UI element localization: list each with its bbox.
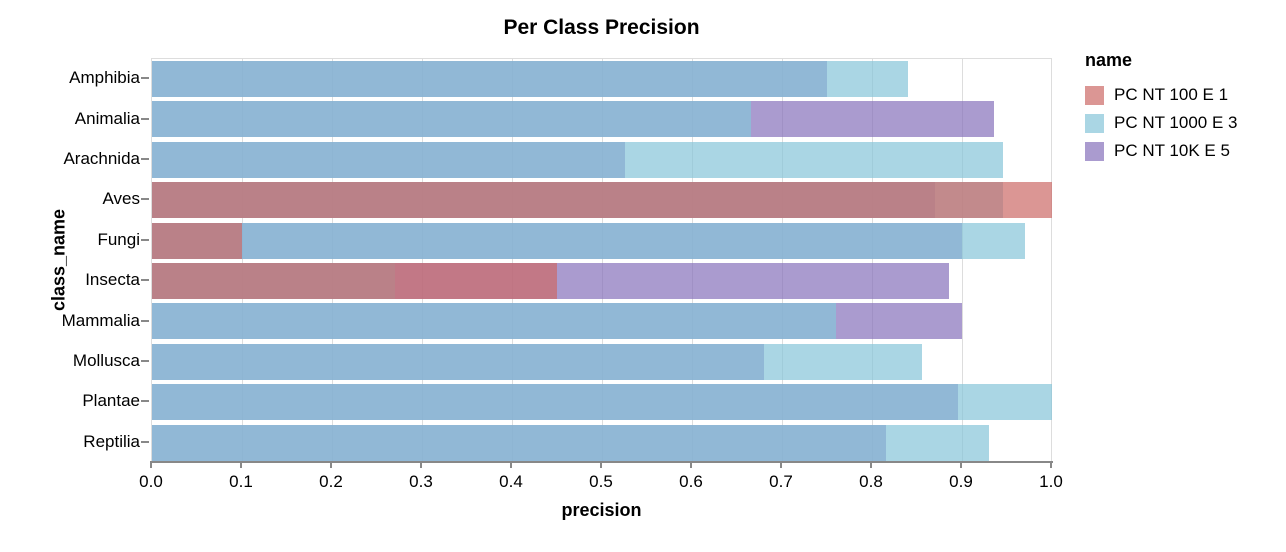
bar-segment <box>152 303 836 340</box>
y-tick-mark <box>141 77 149 80</box>
legend-swatch <box>1085 141 1104 161</box>
y-tick-mark <box>141 198 149 201</box>
bar-segment <box>152 182 1052 219</box>
x-tick-label: 0.2 <box>319 472 343 491</box>
x-tick-label: 0.0 <box>139 472 163 491</box>
x-tick-mark <box>690 463 692 468</box>
y-tick-label-reptilia: Reptilia <box>83 431 140 451</box>
y-tick-mark <box>141 319 149 322</box>
bar-row-arachnida <box>152 140 1051 180</box>
legend-items: PC NT 100 E 1 PC NT 1000 E 3 PC NT 10K E 5 <box>1085 85 1237 161</box>
legend-item: PC NT 100 E 1 <box>1085 85 1237 105</box>
bar-segment <box>152 61 908 97</box>
bar-segment <box>152 222 1025 259</box>
x-tick-mark <box>420 463 422 468</box>
y-tick-mark <box>141 440 149 443</box>
legend: name PC NT 100 E 1 PC NT 1000 E 3 PC NT 10… <box>1085 50 1237 169</box>
bar-row-insecta <box>152 261 1051 301</box>
y-tick-mark <box>141 360 149 362</box>
x-tick-label: 0.4 <box>499 472 523 491</box>
x-tick-mark <box>870 463 872 468</box>
x-tick-mark <box>330 463 332 468</box>
bar-segment <box>152 424 989 461</box>
legend-swatch <box>1085 113 1104 133</box>
bar-row-reptilia <box>152 423 1051 463</box>
y-tick-label-plantae: Plantae <box>82 391 140 411</box>
y-tick-mark <box>141 238 149 241</box>
x-tick-mark <box>960 463 962 468</box>
x-tick-label: 0.6 <box>679 472 703 491</box>
y-tick-label-mammalia: Mammalia <box>61 310 140 330</box>
legend-label: PC NT 10K E 5 <box>1114 141 1230 160</box>
gridline <box>422 59 423 461</box>
y-tick-mark <box>141 400 149 403</box>
x-tick-mark <box>150 463 152 468</box>
y-axis-title: class_name <box>48 208 69 312</box>
x-tick-mark <box>1050 463 1052 468</box>
y-tick-mark <box>141 158 149 160</box>
x-tick-label: 0.5 <box>589 472 613 491</box>
y-tick-mark <box>141 279 149 282</box>
legend-swatch <box>1085 85 1104 105</box>
x-tick-mark <box>780 463 782 468</box>
bar-row-animalia <box>152 99 1051 139</box>
x-tick-label: 0.1 <box>229 472 253 491</box>
x-tick-label: 1.0 <box>1039 472 1063 491</box>
bar-row-plantae <box>152 382 1052 422</box>
gridline <box>242 59 243 461</box>
y-tick-label-amphibia: Amphibia <box>69 68 140 88</box>
y-tick-mark <box>141 117 149 120</box>
legend-title: name <box>1085 50 1133 70</box>
chart-title: Per Class Precision <box>503 16 700 39</box>
bar-segment <box>152 263 557 299</box>
y-tick-label-arachnida: Arachnida <box>63 149 140 168</box>
x-tick-label: 0.7 <box>769 472 793 491</box>
x-tick-label: 0.8 <box>859 472 883 491</box>
bar-row-aves <box>152 180 1052 220</box>
gridline <box>872 59 873 461</box>
y-tick-label-animalia: Animalia <box>74 108 140 128</box>
x-tick-label: 0.9 <box>949 472 973 491</box>
x-tick-label: 0.3 <box>409 472 433 491</box>
bar-segment <box>152 222 242 259</box>
bar-segment <box>152 343 922 380</box>
x-axis-title: precision <box>561 500 642 520</box>
bar-row-mollusca <box>152 342 1051 382</box>
bar-row-mammalia <box>152 301 1051 341</box>
y-tick-label-aves: Aves <box>102 189 141 209</box>
gridline <box>512 59 513 461</box>
x-tick-mark <box>240 463 242 468</box>
gridline <box>602 59 603 461</box>
legend-label: PC NT 1000 E 3 <box>1114 113 1238 132</box>
legend-label: PC NT 100 E 1 <box>1114 85 1229 104</box>
y-tick-label-fungi: Fungi <box>97 229 140 249</box>
bar-row-fungi <box>152 221 1051 261</box>
bar-row-amphibia <box>152 59 1051 99</box>
y-tick-label-insecta: Insecta <box>85 270 140 290</box>
gridline <box>962 59 963 461</box>
x-tick-mark <box>600 463 602 468</box>
gridline <box>692 59 693 461</box>
gridline <box>782 59 783 461</box>
x-axis-line <box>150 461 1053 463</box>
bar-segment <box>152 101 751 138</box>
legend-item: PC NT 1000 E 3 <box>1085 113 1237 133</box>
y-tick-label-mollusca: Mollusca <box>72 351 140 370</box>
plot-area <box>151 58 1052 462</box>
legend-item: PC NT 10K E 5 <box>1085 141 1237 161</box>
x-tick-mark <box>510 463 512 468</box>
bar-segment <box>152 141 1003 178</box>
bar-segment <box>152 384 1052 421</box>
gridline <box>332 59 333 461</box>
